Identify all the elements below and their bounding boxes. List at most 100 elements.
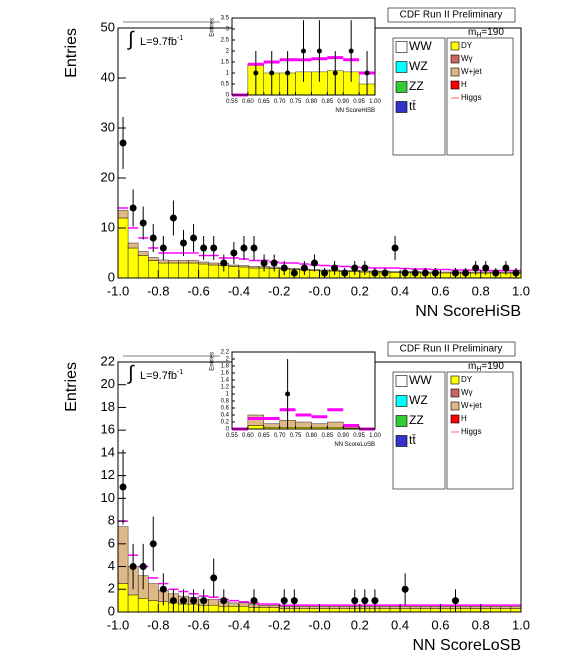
- stack-segment: [158, 259, 169, 264]
- stack-segment: [319, 608, 330, 613]
- y-axis-label: Entries: [63, 362, 80, 412]
- data-point: [210, 574, 218, 582]
- stack-segment: [148, 260, 159, 279]
- legend-label: W+jet: [461, 401, 482, 410]
- x-axis-label: NN ScoreHiSB: [415, 303, 521, 320]
- y-tick-label: 1.5: [221, 60, 230, 66]
- legend-swatch: [450, 67, 460, 77]
- legend-label: WZ: [409, 59, 428, 73]
- stack-segment: [258, 607, 270, 613]
- stack-segment: [238, 266, 250, 279]
- mass-label: mH=190: [468, 361, 504, 373]
- stack-segment: [470, 608, 481, 613]
- stack-segment: [510, 608, 522, 613]
- x-tick-label: 0.2: [351, 284, 369, 299]
- data-point: [253, 70, 259, 76]
- stack-segment: [263, 423, 280, 428]
- data-point: [129, 204, 137, 212]
- data-point: [220, 597, 228, 605]
- legend-label: WW: [409, 373, 432, 387]
- data-point: [364, 70, 370, 76]
- data-point: [401, 269, 409, 277]
- y-tick-label: 0: [226, 93, 230, 99]
- legend-label: ZZ: [409, 413, 424, 427]
- stack-segment: [208, 262, 219, 266]
- x-tick-label: -0.0: [308, 284, 330, 299]
- data-point: [149, 540, 157, 548]
- stack-segment: [158, 262, 169, 279]
- x-tick-label: 1.0: [512, 618, 530, 633]
- data-point: [371, 269, 379, 277]
- y-axis-label: Entries: [210, 352, 216, 371]
- x-tick-label: 0.55: [226, 433, 238, 439]
- stack-segment: [208, 599, 219, 606]
- stack-segment: [258, 604, 270, 608]
- mass-part: =190: [481, 361, 504, 372]
- mass-part: m: [468, 27, 476, 38]
- legend-swatch: [450, 388, 460, 398]
- x-tick-label: 0.8: [472, 618, 490, 633]
- stack-segment: [247, 425, 264, 430]
- stack-segment: [409, 608, 421, 613]
- data-point: [452, 597, 460, 605]
- x-tick-label: 0.70: [274, 433, 286, 439]
- stack-segment: [127, 594, 139, 613]
- y-tick-label: 0.2: [221, 420, 230, 426]
- data-point: [269, 70, 275, 76]
- mass-label: mH=190: [468, 27, 504, 39]
- x-tick-label: -1.0: [107, 284, 129, 299]
- stack-segment: [440, 272, 451, 279]
- stack-segment: [198, 261, 209, 265]
- legend-label: H: [461, 414, 467, 423]
- x-tick-label: 0.6: [431, 618, 449, 633]
- x-tick-label: -1.0: [107, 618, 129, 633]
- x-tick-label: 0.65: [258, 99, 270, 105]
- data-point: [169, 214, 177, 222]
- legend-box: [392, 37, 446, 156]
- y-tick-label: 14: [101, 444, 115, 459]
- stack-segment: [430, 606, 441, 609]
- data-point: [401, 585, 409, 593]
- stack-segment: [198, 263, 209, 279]
- mass-part: m: [468, 361, 476, 372]
- data-point: [169, 597, 177, 605]
- stack-segment: [208, 264, 219, 279]
- stack-segment: [117, 583, 129, 613]
- stack-segment: [178, 262, 189, 279]
- data-point: [230, 249, 238, 257]
- x-tick-label: 0.60: [242, 433, 254, 439]
- stack-segment: [329, 608, 340, 613]
- stack-segment: [440, 271, 451, 274]
- y-tick-label: 2: [108, 581, 115, 596]
- stack-segment: [379, 608, 391, 613]
- legend-label: H: [461, 80, 467, 89]
- data-point: [361, 264, 369, 272]
- x-tick-label: 0.2: [351, 618, 369, 633]
- data-point: [270, 259, 278, 267]
- y-tick-label: 1: [226, 392, 230, 398]
- data-point: [285, 70, 291, 76]
- x-tick-label: -0.8: [147, 284, 169, 299]
- y-tick-label: 0.8: [221, 399, 230, 405]
- data-point: [361, 597, 369, 605]
- stack-segment: [389, 608, 401, 613]
- stack-segment: [148, 257, 159, 261]
- data-point: [452, 269, 460, 277]
- data-point: [462, 269, 470, 277]
- stack-segment: [440, 606, 451, 609]
- x-tick-label: 1.00: [369, 433, 381, 439]
- x-tick-label: 0.95: [353, 99, 365, 105]
- x-tick-label: 1.0: [512, 284, 530, 299]
- x-tick-label: 0.65: [258, 433, 270, 439]
- legend-swatch: [450, 41, 460, 51]
- frame: [231, 351, 376, 430]
- data-point: [332, 70, 338, 76]
- stack-segment: [420, 608, 431, 613]
- legend-swatch: [395, 415, 408, 427]
- legend-swatch: [450, 80, 460, 90]
- data-point: [280, 264, 288, 272]
- x-tick-label: -0.6: [187, 284, 209, 299]
- legend-label: Wγ: [461, 388, 473, 397]
- x-tick-label: 0.4: [391, 284, 409, 299]
- stack-segment: [168, 262, 179, 279]
